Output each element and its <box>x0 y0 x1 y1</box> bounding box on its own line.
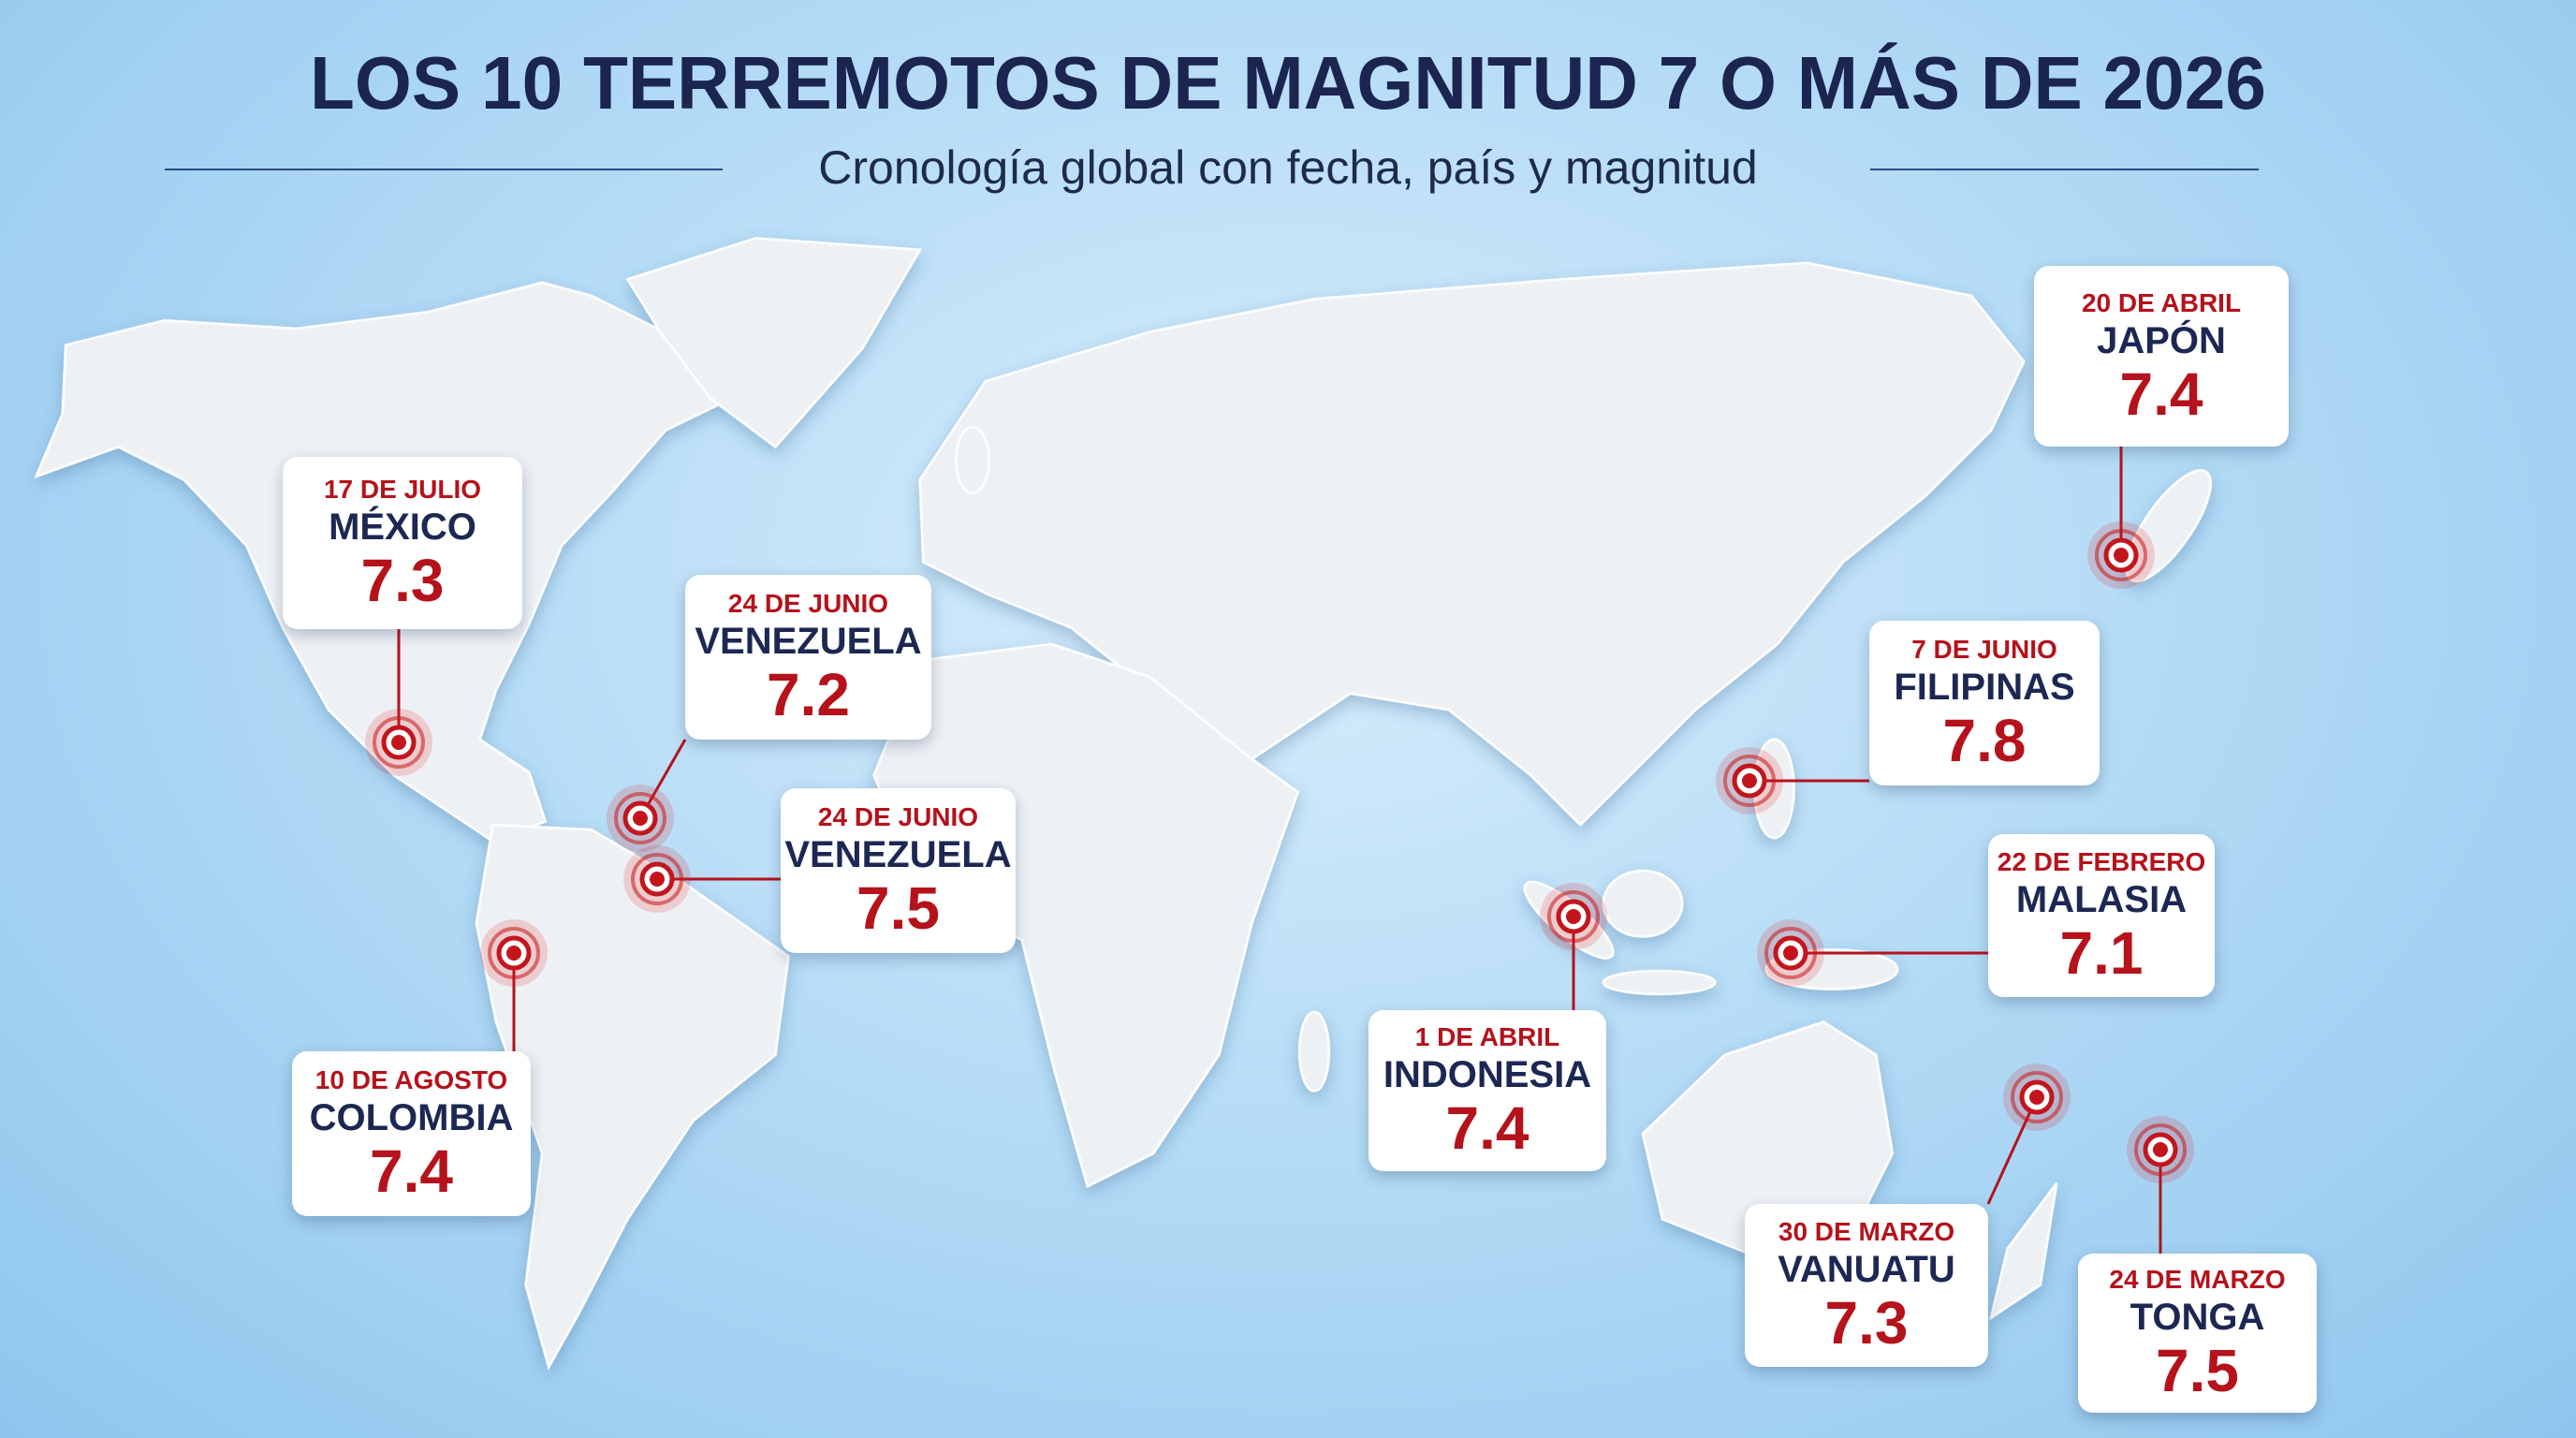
subtitle: Cronología global con fecha, país y magn… <box>818 141 1757 194</box>
event-country: COLOMBIA <box>309 1097 514 1138</box>
epicenter-ring <box>1723 755 1776 807</box>
event-date: 10 DE AGOSTO <box>315 1065 508 1094</box>
event-card: 7 DE JUNIO FILIPINAS 7.8 <box>1869 621 2100 785</box>
event-magnitude: 7.4 <box>1445 1094 1530 1162</box>
event-card: 22 DE FEBRERO MALASIA 7.1 <box>1988 834 2215 997</box>
borneo <box>1602 869 1684 938</box>
event-card: 17 DE JULIO MÉXICO 7.3 <box>283 457 522 629</box>
epicenter-ring <box>2095 529 2147 581</box>
epicenter-ring <box>1547 890 1600 943</box>
epicenter <box>2029 1090 2044 1105</box>
epicenter-ring <box>373 716 425 769</box>
event-card: 20 DE ABRIL JAPÓN 7.4 <box>2034 266 2289 447</box>
event-date: 24 DE JUNIO <box>727 589 889 618</box>
event-date: 7 DE JUNIO <box>1911 635 2057 664</box>
epicenter-ring <box>631 853 683 905</box>
madagascar <box>1297 1010 1331 1093</box>
event-country: VENEZUELA <box>784 834 1012 875</box>
epicenter <box>1742 773 1757 788</box>
event-card: 24 DE JUNIO VENEZUELA 7.5 <box>781 788 1016 953</box>
event-card: 10 DE AGOSTO COLOMBIA 7.4 <box>292 1051 531 1216</box>
epicenter-ring <box>2134 1123 2187 1176</box>
epicenter-ring <box>614 792 666 844</box>
greenland <box>625 237 923 449</box>
epicenter-ring <box>2011 1071 2063 1123</box>
epicenter-ring <box>1764 927 1817 979</box>
event-magnitude: 7.3 <box>1824 1289 1909 1357</box>
epicenter <box>506 946 521 961</box>
event-date: 17 DE JULIO <box>323 475 482 504</box>
event-magnitude: 7.5 <box>2156 1337 2239 1404</box>
continents <box>34 237 2212 1371</box>
event-country: JAPÓN <box>2097 319 2226 361</box>
japan <box>2125 469 2212 583</box>
epicenter <box>633 811 648 826</box>
event-magnitude: 7.5 <box>856 874 940 942</box>
event-magnitude: 7.1 <box>2059 919 2144 987</box>
australia <box>1641 1020 1895 1254</box>
event-date: 20 DE ABRIL <box>2081 287 2242 317</box>
event-date: 22 DE FEBRERO <box>1997 847 2206 876</box>
britain <box>955 425 990 494</box>
event-magnitude: 7.8 <box>1942 707 2027 774</box>
event-country: TONGA <box>2130 1297 2265 1338</box>
java <box>1602 969 1717 996</box>
epicenter <box>1566 909 1581 924</box>
title: LOS 10 TERREMOTOS DE MAGNITUD 7 O MÁS DE… <box>310 41 2266 125</box>
epicenter <box>650 872 665 887</box>
epicenter <box>2114 548 2129 563</box>
event-card: 24 DE MARZO TONGA 7.5 <box>2078 1254 2317 1413</box>
event-magnitude: 7.3 <box>360 547 445 614</box>
event-card: 1 DE ABRIL INDONESIA 7.4 <box>1368 1010 1606 1171</box>
epicenter <box>391 735 406 750</box>
event-date: 30 DE MARZO <box>1778 1217 1955 1246</box>
event-country: MÉXICO <box>329 506 476 548</box>
event-country: FILIPINAS <box>1894 667 2075 708</box>
event-magnitude: 7.4 <box>370 1137 453 1205</box>
event-card: 24 DE JUNIO VENEZUELA 7.2 <box>685 575 931 740</box>
event-country: VENEZUELA <box>695 621 922 662</box>
event-country: VANUATU <box>1778 1249 1955 1290</box>
event-country: INDONESIA <box>1383 1054 1592 1095</box>
event-date: 1 DE ABRIL <box>1414 1022 1560 1051</box>
event-magnitude: 7.4 <box>2119 360 2203 428</box>
epicenter <box>2153 1142 2168 1157</box>
event-date: 24 DE MARZO <box>2109 1265 2286 1294</box>
new-zealand <box>1989 1181 2058 1321</box>
south-america <box>475 823 790 1371</box>
event-country: MALASIA <box>2015 879 2188 920</box>
epicenter <box>1783 946 1798 961</box>
event-magnitude: 7.2 <box>767 661 850 728</box>
connector <box>1986 1096 2039 1205</box>
event-card: 30 DE MARZO VANUATU 7.3 <box>1745 1204 1988 1367</box>
epicenter-ring <box>488 927 540 979</box>
event-date: 24 DE JUNIO <box>817 802 979 831</box>
